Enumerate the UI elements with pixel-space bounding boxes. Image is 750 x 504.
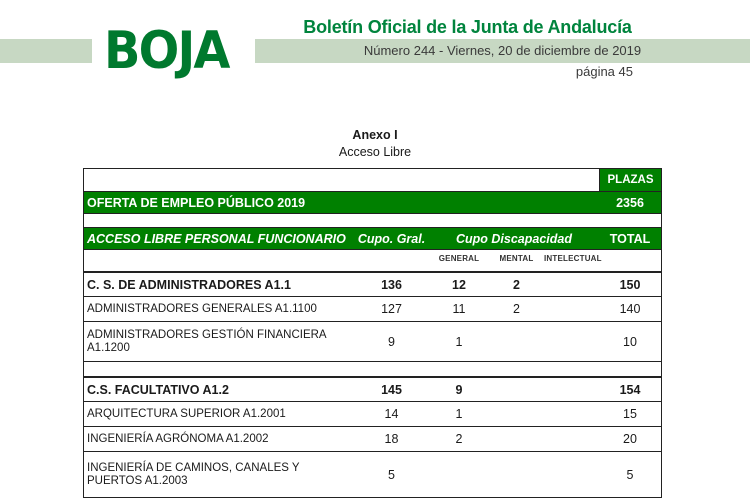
- bulletin-title: Boletín Oficial de la Junta de Andalucía: [303, 17, 632, 37]
- row-value: 18: [384, 432, 399, 446]
- row-label: C. S. DE ADMINISTRADORES A1.1: [87, 277, 291, 292]
- subheader-intelectual: INTELECTUAL: [544, 254, 602, 263]
- row-label: ARQUITECTURA SUPERIOR A1.2001: [87, 407, 286, 420]
- header-band-left: [0, 39, 92, 63]
- table-header-row: ACCESO LIBRE PERSONAL FUNCIONARIO Cupo. …: [84, 228, 661, 250]
- subheader-mental: MENTAL: [499, 254, 534, 263]
- plazas-label: PLAZAS: [599, 169, 661, 191]
- table-row: INGENIERÍA AGRÓNOMA A1.2002 18 2 20: [84, 427, 661, 452]
- offer-total-row: OFERTA DE EMPLEO PÚBLICO 2019 2356: [84, 192, 661, 214]
- row-value: 11: [452, 302, 466, 316]
- table-row: INGENIERÍA DE CAMINOS, CANALES Y PUERTOS…: [84, 452, 661, 498]
- row-value: 127: [381, 302, 402, 316]
- table-row: C.S. FACULTATIVO A1.2 145 9 154: [84, 378, 661, 402]
- row-value: 140: [619, 302, 641, 316]
- offer-total-value: 2356: [616, 195, 644, 210]
- row-value: 1: [455, 407, 463, 421]
- row-value: 10: [623, 334, 637, 349]
- row-value: 20: [623, 432, 637, 446]
- offer-table: PLAZAS OFERTA DE EMPLEO PÚBLICO 2019 235…: [83, 168, 662, 498]
- plazas-header-row: PLAZAS: [84, 169, 661, 192]
- offer-label: OFERTA DE EMPLEO PÚBLICO 2019: [87, 195, 306, 210]
- row-value: 5: [626, 467, 634, 482]
- row-label: INGENIERÍA DE CAMINOS, CANALES Y PUERTOS…: [87, 461, 300, 487]
- annex-subtitle: Acceso Libre: [338, 145, 412, 159]
- row-value: 5: [388, 467, 395, 482]
- issue-line: Número 244 - Viernes, 20 de diciembre de…: [363, 43, 642, 58]
- table-row: ADMINISTRADORES GENERALES A1.1100 127 11 2 1…: [84, 297, 661, 322]
- row-value: 1: [455, 334, 463, 349]
- header-total: TOTAL: [609, 231, 651, 246]
- subheader-general: GENERAL: [438, 254, 480, 263]
- row-value: 14: [384, 407, 399, 421]
- row-label: ADMINISTRADORES GENERALES A1.1100: [87, 302, 317, 315]
- row-label: INGENIERÍA AGRÓNOMA A1.2002: [87, 432, 269, 445]
- row-value: 145: [381, 382, 402, 397]
- table-row: ARQUITECTURA SUPERIOR A1.2001 14 1 15: [84, 402, 661, 427]
- header-cupo-discapacidad: Cupo Discapacidad: [456, 231, 572, 246]
- row-value: 9: [455, 382, 463, 397]
- table-row: ADMINISTRADORES GESTIÓN FINANCIERA A1.12…: [84, 322, 661, 362]
- spacer-row: [84, 214, 661, 228]
- table-row: C. S. DE ADMINISTRADORES A1.1 136 12 2 150: [84, 273, 661, 297]
- row-label: C.S. FACULTATIVO A1.2: [87, 382, 229, 397]
- boja-logo: BOJA: [104, 21, 230, 81]
- row-label: ADMINISTRADORES GESTIÓN FINANCIERA A1.12…: [87, 328, 326, 354]
- page-number: página 45: [575, 64, 633, 79]
- table-body: C. S. DE ADMINISTRADORES A1.1 136 12 2 150 AD…: [84, 273, 661, 498]
- row-value: 150: [619, 277, 641, 292]
- row-value: 9: [388, 334, 395, 349]
- row-value: 15: [623, 407, 637, 421]
- row-value: 154: [619, 382, 641, 397]
- row-value: 2: [513, 302, 520, 316]
- spacer-row: [84, 362, 661, 378]
- header-label: ACCESO LIBRE PERSONAL FUNCIONARIO: [87, 231, 346, 246]
- header-cupo-gral: Cupo. Gral.: [357, 231, 426, 246]
- annex-title: Anexo I: [352, 128, 398, 142]
- row-value: 2: [513, 277, 520, 292]
- subheader-row: GENERAL MENTAL INTELECTUAL: [84, 250, 661, 273]
- row-value: 12: [452, 277, 466, 292]
- row-value: 136: [381, 277, 402, 292]
- row-value: 2: [455, 432, 463, 446]
- header-band-right: [255, 39, 750, 63]
